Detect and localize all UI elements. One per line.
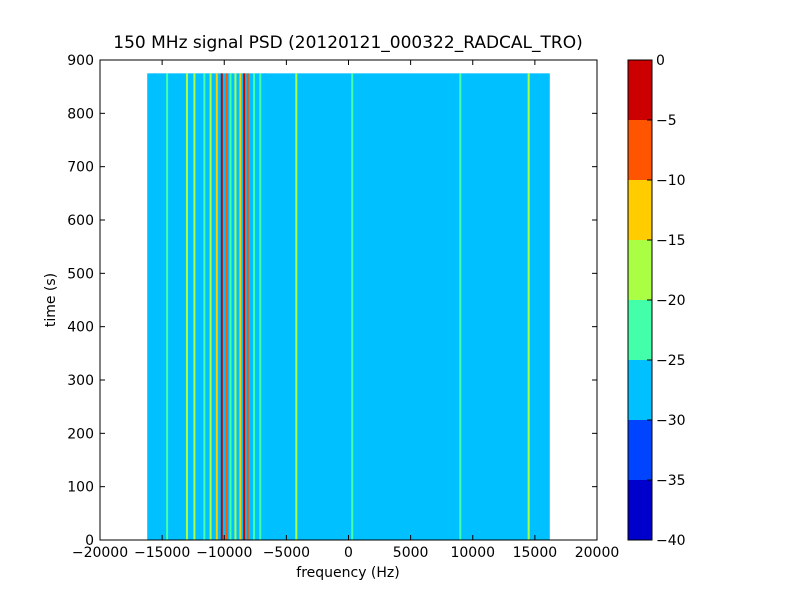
colorbar-tick-label: −25 xyxy=(656,353,686,369)
y-axis: 0 100 200 300 400 500 600 700 800 900 xyxy=(67,53,597,549)
plot-area xyxy=(147,73,550,540)
colorbar-tick-label: −35 xyxy=(656,473,686,489)
colorbar-tick-label: −15 xyxy=(656,233,686,249)
x-tick-label: −10000 xyxy=(196,545,252,561)
colorbar-band xyxy=(628,120,652,180)
heatmap-background xyxy=(147,73,550,540)
heatmap xyxy=(147,73,550,540)
x-tick-label: 15000 xyxy=(513,545,558,561)
y-tick-label: 600 xyxy=(67,213,94,229)
x-tick-label: 10000 xyxy=(450,545,495,561)
colorbar-band xyxy=(628,420,652,480)
y-axis-label: time (s) xyxy=(43,273,59,327)
x-tick-label: 20000 xyxy=(575,545,620,561)
colorbar-band xyxy=(628,60,652,120)
x-tick-label: −20000 xyxy=(72,545,128,561)
y-tick-label: 500 xyxy=(67,266,94,282)
y-tick-label: 0 xyxy=(85,533,94,549)
y-tick-label: 200 xyxy=(67,426,94,442)
colorbar-tick-label: −5 xyxy=(656,113,677,129)
x-tick-label: −15000 xyxy=(134,545,190,561)
colorbar-tick-label: 0 xyxy=(656,53,665,69)
chart-title: 150 MHz signal PSD (20120121_000322_RADC… xyxy=(113,33,582,53)
colorbar-tick-label: −10 xyxy=(656,173,686,189)
colorbar-tick-label: −30 xyxy=(656,413,686,429)
colorbar-band xyxy=(628,180,652,240)
x-axis-label: frequency (Hz) xyxy=(296,565,399,581)
colorbar-tick-label: −20 xyxy=(656,293,686,309)
colorbar-band xyxy=(628,480,652,540)
colorbar-band xyxy=(628,300,652,360)
y-tick-label: 400 xyxy=(67,320,94,336)
colorbar-band xyxy=(628,240,652,300)
colorbar: −40 −35 −30 −25 −20 −15 −10 −5 0 xyxy=(627,53,686,549)
y-tick-label: 700 xyxy=(67,160,94,176)
y-tick-label: 800 xyxy=(67,106,94,122)
colorbar-tick-label: −40 xyxy=(656,533,686,549)
x-tick-label: 0 xyxy=(344,545,353,561)
colorbar-band xyxy=(628,360,652,420)
y-tick-label: 900 xyxy=(67,53,94,69)
y-tick-label: 300 xyxy=(67,373,94,389)
x-tick-label: −5000 xyxy=(263,545,310,561)
x-axis: −20000 −15000 −10000 −5000 0 5000 10000 15000 20… xyxy=(72,60,619,561)
x-tick-label: 5000 xyxy=(393,545,429,561)
y-tick-label: 100 xyxy=(67,480,94,496)
